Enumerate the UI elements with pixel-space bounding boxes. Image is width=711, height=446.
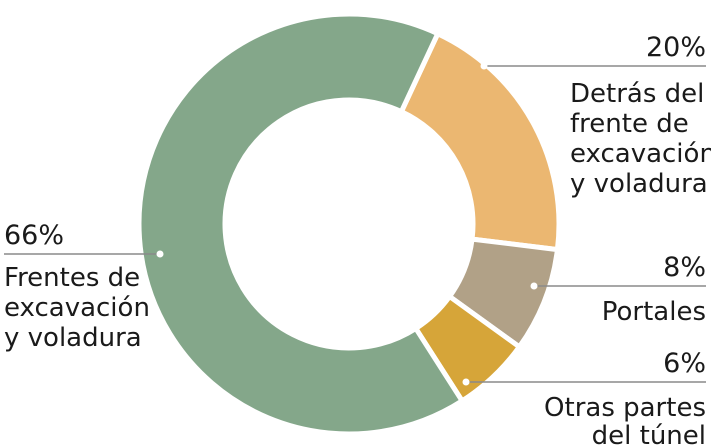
slice-name-line-detras-2: frente de — [570, 109, 689, 139]
leader-dot-otras — [462, 378, 470, 386]
leader-dot-portales — [530, 282, 538, 290]
leader-dot-frentes — [156, 250, 164, 258]
leader-dot-detras — [480, 62, 488, 70]
donut-slices — [136, 11, 562, 437]
slice-value-label-portales: 8% — [663, 252, 706, 283]
slice-name-line-detras-3: excavación — [570, 139, 711, 169]
slice-name-line-otras-1: Otras partes — [544, 393, 706, 423]
slice-frentes — [136, 11, 466, 437]
slice-name-line-frentes-1: Frentes de — [4, 263, 140, 293]
slice-name-line-portales-1: Portales — [602, 297, 706, 327]
slice-value-label-frentes: 66% — [4, 220, 64, 251]
slice-detras — [398, 30, 562, 253]
slice-name-line-frentes-2: excavación — [4, 293, 150, 323]
slice-name-line-detras-1: Detrás del — [570, 79, 704, 109]
slice-name-line-otras-2: del túnel — [592, 421, 706, 446]
slice-value-label-otras: 6% — [663, 348, 706, 379]
slice-name-line-detras-4: y voladura — [570, 169, 708, 199]
leader-lines — [4, 62, 706, 386]
slice-value-label-detras: 20% — [646, 32, 706, 63]
slice-name-line-frentes-3: y voladura — [4, 323, 142, 353]
